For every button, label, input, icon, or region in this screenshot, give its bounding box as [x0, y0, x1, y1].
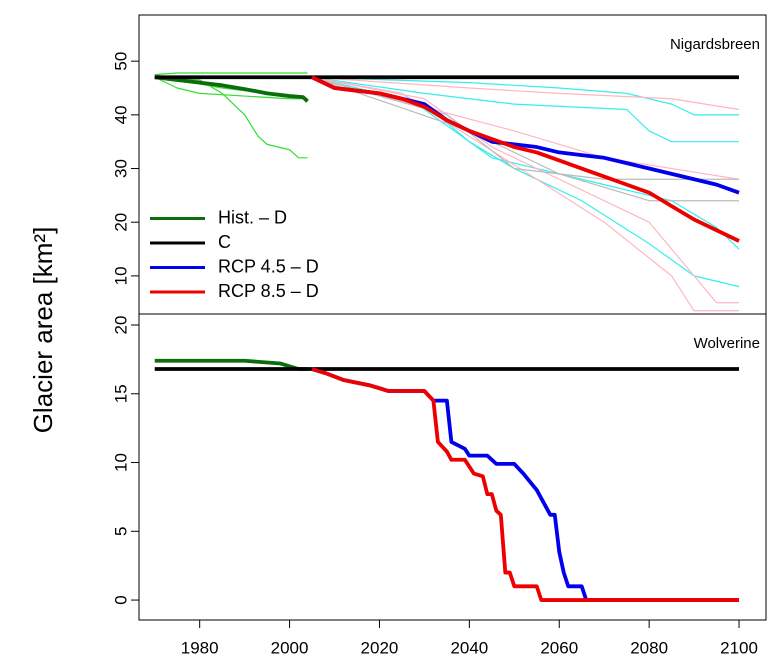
series-line: [311, 76, 740, 143]
x-tick-label: 2100: [720, 638, 758, 657]
y-tick-label: 10: [111, 266, 130, 285]
y-tick-label: 40: [111, 105, 130, 124]
series-line: [154, 75, 309, 103]
series-line: [311, 76, 740, 202]
x-tick-label: 2060: [540, 638, 578, 657]
series-line: [311, 367, 740, 602]
panel-title: Nigardsbreen: [670, 36, 760, 53]
legend-label: RCP 8.5 – D: [218, 281, 319, 301]
y-axis-title: Glacier area [km²]: [28, 227, 58, 434]
x-tick-label: 2080: [630, 638, 668, 657]
y-tick-label: 10: [111, 453, 130, 472]
series-line: [311, 76, 740, 312]
panel-title: Wolverine: [694, 335, 760, 352]
y-tick-label: 15: [111, 384, 130, 403]
series-line: [311, 75, 740, 243]
x-tick-label: 2000: [271, 638, 309, 657]
y-tick-label: 50: [111, 52, 130, 71]
panel-frame: [138, 313, 767, 621]
legend-label: C: [218, 232, 231, 252]
y-tick-label: 5: [111, 527, 130, 536]
series-line: [154, 72, 308, 76]
series-line: [311, 367, 740, 602]
series-line: [312, 76, 740, 116]
x-tick-label: 2040: [450, 638, 488, 657]
series-line: [311, 76, 740, 111]
series-line: [311, 76, 740, 180]
y-tick-label: 30: [111, 159, 130, 178]
y-tick-label: 20: [111, 213, 130, 232]
legend-label: RCP 4.5 – D: [218, 256, 319, 276]
x-tick-label: 2020: [361, 638, 399, 657]
x-tick-label: 1980: [181, 638, 219, 657]
series-line: [311, 76, 740, 304]
y-tick-label: 20: [111, 316, 130, 335]
series-line: [154, 76, 308, 100]
y-tick-label: 0: [111, 595, 130, 604]
legend-label: Hist. – D: [218, 207, 287, 227]
series-line: [311, 76, 740, 288]
